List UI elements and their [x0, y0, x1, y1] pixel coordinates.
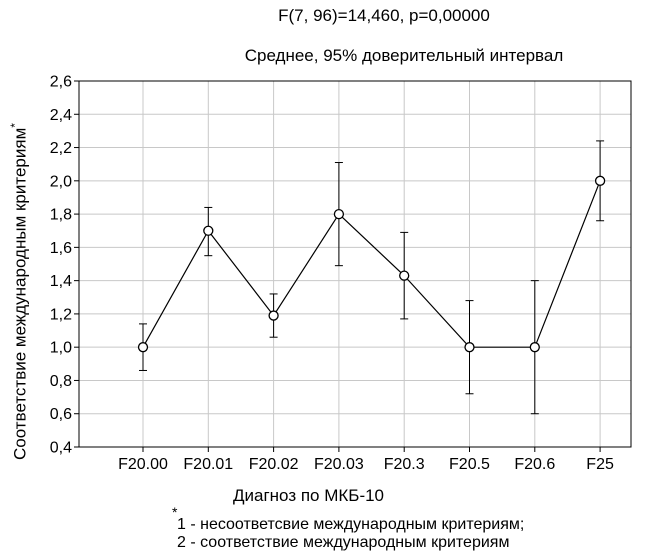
data-point	[464, 342, 475, 353]
y-tick-label: 2,6	[50, 74, 72, 91]
x-tick-label: F20.02	[249, 456, 299, 473]
x-tick-label: F25	[586, 456, 614, 473]
plot-frame	[78, 80, 632, 448]
x-axis: F20.00 F20.01 F20.02 F20.03 F20.3 F20.5 F20.6 F…	[118, 447, 614, 473]
footnote-line-1: 1 - несоответсвие международным критерия…	[177, 516, 525, 533]
data-point	[529, 342, 540, 353]
y-tick-label: 1,4	[50, 273, 72, 290]
x-tick-label: F20.3	[384, 456, 425, 473]
x-tick-label: F20.5	[449, 456, 490, 473]
y-tick-label: 1,2	[50, 306, 72, 323]
y-axis: 0,4 0,6 0,8 1,0 1,2 1,4 1,6 1,8 2,0 2,2 2,4 2,6	[50, 74, 79, 457]
y-tick-label: 0,8	[50, 373, 72, 390]
data-point	[333, 208, 345, 220]
x-axis-label: Диагноз по МКБ-10	[233, 486, 385, 505]
y-tick-label: 1,8	[50, 207, 72, 224]
x-tick-label: F20.01	[183, 456, 233, 473]
y-tick-label: 2,4	[50, 107, 72, 124]
data-point	[399, 270, 410, 281]
data-point	[203, 225, 214, 236]
y-tick-label: 0,6	[50, 406, 72, 423]
data-point	[268, 310, 279, 321]
chart-plot: 0,4 0,6 0,8 1,0 1,2 1,4 1,6 1,8 2,0 2,2 2,4 2,6 F20…	[50, 74, 632, 473]
footnote-marker: *	[172, 504, 178, 520]
y-tick-label: 1,6	[50, 240, 72, 257]
footnote-line-2: 2 - соответствие международным критериям	[177, 534, 510, 551]
y-tick-label: 1,0	[50, 340, 72, 357]
y-tick-label: 2,2	[50, 140, 72, 157]
y-tick-label: 0,4	[50, 440, 72, 457]
data-point	[594, 175, 606, 186]
grid-lines	[79, 80, 631, 448]
data-point	[137, 342, 149, 353]
data-points	[137, 175, 606, 353]
chart-subtitle: Среднее, 95% доверительный интервал	[244, 46, 564, 65]
chart-title: F(7, 96)=14,460, p=0,00000	[278, 6, 490, 25]
x-tick-label: F20.03	[314, 456, 364, 473]
series-line	[142, 180, 601, 348]
x-tick-label: F20.00	[118, 456, 168, 473]
series-polyline	[142, 180, 601, 348]
y-tick-label: 2,0	[50, 173, 72, 190]
x-tick-label: F20.6	[514, 456, 555, 473]
